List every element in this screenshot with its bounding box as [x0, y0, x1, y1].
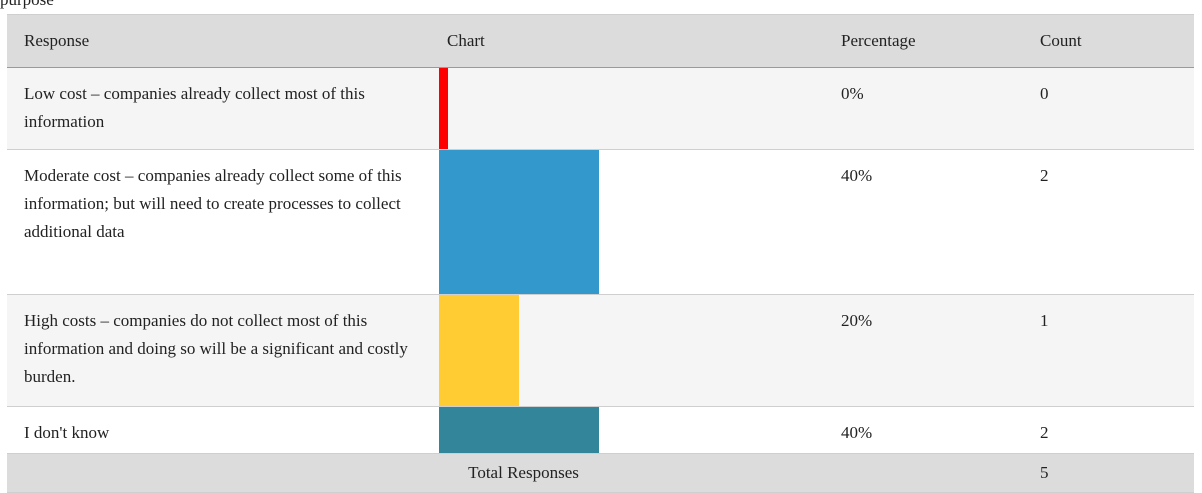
percentage-value: 40% [841, 149, 1040, 295]
percentage-value: 40% [841, 406, 1040, 454]
table-row: I don't know 40% 2 [7, 406, 1194, 454]
count-value: 2 [1040, 149, 1194, 295]
chart-column-header: Chart [439, 14, 841, 68]
percentage-value: 0% [841, 67, 1040, 150]
chart-cell [439, 406, 841, 454]
chart-cell [439, 294, 841, 407]
bar [439, 295, 519, 406]
response-label: High costs – companies do not collect mo… [7, 294, 439, 407]
percentage-column-header: Percentage [841, 14, 1040, 68]
count-value: 2 [1040, 406, 1194, 454]
table-row: High costs – companies do not collect mo… [7, 294, 1194, 407]
count-value: 0 [1040, 67, 1194, 150]
survey-results-table: Response Chart Percentage Count Low cost… [7, 14, 1194, 493]
table-row: Moderate cost – companies already collec… [7, 149, 1194, 295]
chart-cell [439, 67, 841, 150]
chart-cell [439, 149, 841, 295]
response-label: Moderate cost – companies already collec… [7, 149, 439, 295]
total-count-value: 5 [1040, 453, 1194, 493]
count-column-header: Count [1040, 14, 1194, 68]
cropped-heading-text: purpose [0, 0, 54, 10]
percentage-value: 20% [841, 294, 1040, 407]
header-row: Response Chart Percentage Count [7, 14, 1194, 68]
total-responses-label: Total Responses [7, 453, 1040, 493]
response-column-header: Response [7, 14, 439, 68]
bar [439, 68, 448, 149]
total-row: Total Responses 5 [7, 453, 1194, 493]
count-value: 1 [1040, 294, 1194, 407]
bar [439, 407, 599, 453]
response-label: I don't know [7, 406, 439, 454]
table-row: Low cost – companies already collect mos… [7, 67, 1194, 150]
bar [439, 150, 599, 294]
response-label: Low cost – companies already collect mos… [7, 67, 439, 150]
